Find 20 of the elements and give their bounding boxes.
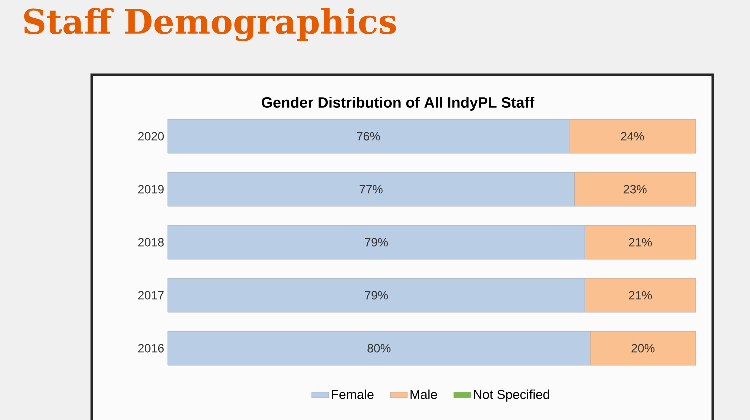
data-label: 79%: [365, 291, 388, 300]
y-tick-label: 2017: [138, 291, 164, 300]
y-tick-label: 2020: [138, 132, 164, 141]
y-tick-label: 2018: [138, 238, 164, 247]
data-label: 80%: [368, 344, 391, 353]
legend-label: Female: [332, 390, 374, 400]
data-label: 20%: [632, 344, 655, 353]
data-label: 77%: [360, 185, 383, 194]
legend-label: Male: [410, 390, 438, 400]
legend-label: Not Specified: [474, 390, 550, 402]
data-label: 21%: [629, 238, 652, 247]
data-label: 23%: [624, 185, 647, 194]
y-tick-label: 2016: [138, 344, 164, 353]
data-label: 24%: [621, 132, 644, 141]
data-label: 79%: [365, 238, 388, 247]
chart-title: Staff Demographics: [24, 8, 396, 42]
y-tick-label: 2019: [138, 185, 164, 194]
data-label: 21%: [629, 291, 652, 300]
data-label: 76%: [357, 132, 380, 141]
chart-subtitle: Gender Distribution of All IndyPL Staff: [262, 97, 535, 111]
